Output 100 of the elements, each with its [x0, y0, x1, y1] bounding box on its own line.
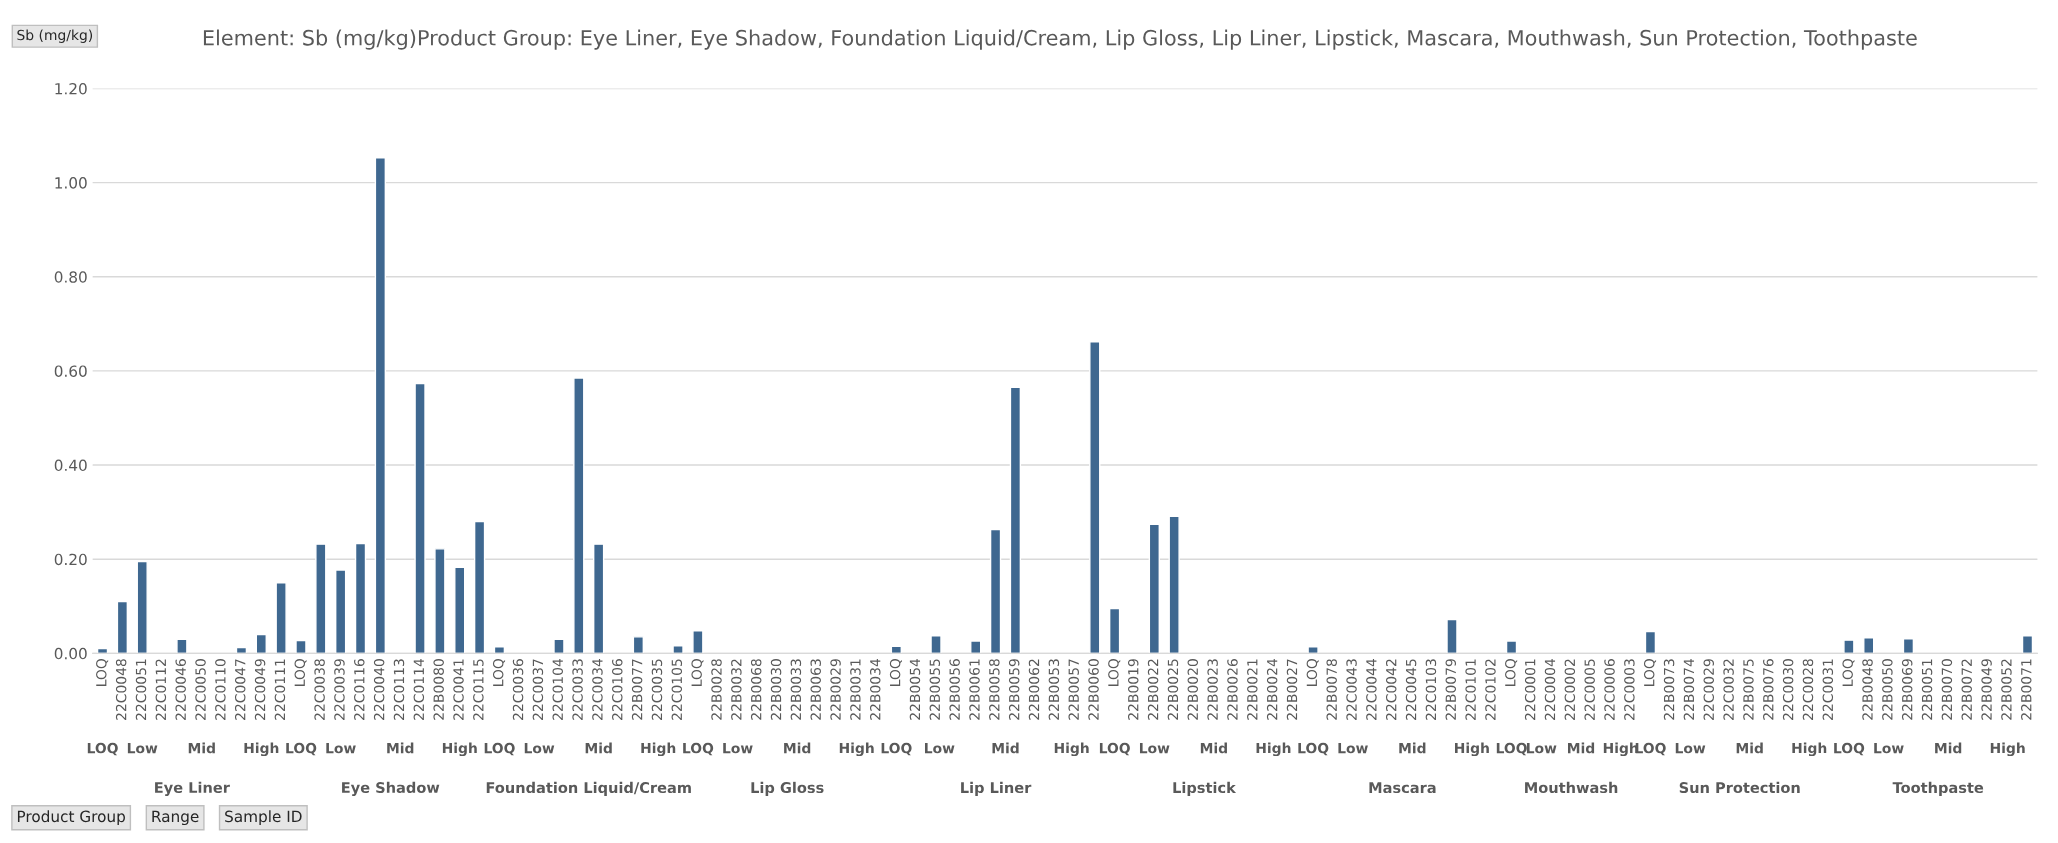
- bar: [553, 638, 565, 654]
- x-tick-label: 22C0046: [175, 659, 186, 720]
- x-tick-label: 22B0048: [1862, 659, 1873, 720]
- text: LOQ: [87, 742, 118, 756]
- bar: [692, 630, 704, 654]
- text: Mid: [1736, 742, 1763, 754]
- text: Low: [326, 743, 356, 754]
- bar: [970, 640, 982, 654]
- bar: [176, 638, 188, 654]
- text: High: [1054, 742, 1089, 757]
- text: Low: [1338, 743, 1368, 754]
- text: Mid: [1200, 742, 1227, 754]
- text: High: [1455, 742, 1489, 757]
- text: High: [641, 742, 676, 757]
- bar: [315, 543, 327, 654]
- bar: [1089, 341, 1101, 654]
- bar: [116, 600, 129, 654]
- x-tick-label: 22B0069: [1901, 659, 1913, 720]
- x-tick-label: 22B0033: [790, 659, 802, 720]
- x-tick-label: 22C0031: [1822, 659, 1834, 720]
- x-tick-label: 22B0061: [969, 659, 980, 720]
- text: High: [244, 742, 279, 757]
- x-tick-label: 22C0112: [155, 659, 167, 720]
- x-tick-label: 22B0071: [2021, 659, 2032, 720]
- text: Lip Gloss: [751, 781, 824, 796]
- text: Eye Liner: [155, 781, 230, 796]
- x-tick-label: 22B0050: [1882, 659, 1893, 720]
- bar: [473, 520, 486, 654]
- x-tick-label: 22B0051: [1921, 659, 1933, 720]
- x-tick-label: LOQ: [294, 658, 307, 686]
- x-tick-label: LOQ: [96, 658, 109, 686]
- y-tick-label: 1.00: [55, 177, 87, 189]
- x-tick-label: 22C0101: [1465, 659, 1476, 720]
- y-tick-label: 1.20: [55, 82, 87, 95]
- text: LOQ: [1635, 742, 1666, 756]
- bar: [434, 548, 446, 654]
- text: Mid: [1568, 742, 1595, 754]
- x-tick-label: 22B0019: [1128, 659, 1139, 720]
- x-tick-label: 22C0036: [512, 659, 524, 720]
- text: Low: [127, 743, 158, 754]
- x-tick-label: 22B0020: [1187, 659, 1199, 720]
- x-tick-label: 22B0056: [949, 659, 960, 720]
- text: LOQ: [286, 742, 317, 756]
- x-tick-label: LOQ: [1505, 658, 1518, 686]
- x-tick-label: 22B0063: [810, 659, 821, 720]
- text: Range: [152, 810, 199, 826]
- x-tick-label: 22B0078: [1326, 659, 1337, 720]
- x-tick-label: 22B0059: [1008, 659, 1020, 720]
- text: High: [1990, 742, 2025, 757]
- x-tick-label: 22C0037: [532, 659, 544, 720]
- y-tick-label: 0.80: [54, 271, 87, 283]
- x-tick-label: 22C0103: [1425, 659, 1437, 720]
- bar: [1505, 640, 1518, 654]
- bar: [1148, 523, 1160, 654]
- text: Toothpaste: [1892, 781, 1984, 796]
- x-tick-label: 22B0075: [1743, 659, 1754, 720]
- bar: [989, 528, 1002, 654]
- text: Mid: [387, 742, 414, 754]
- x-tick-label: 22C0034: [592, 658, 603, 720]
- x-tick-label: 22C0113: [393, 659, 405, 720]
- bar: [354, 542, 367, 654]
- x-tick-label: 22C0050: [195, 659, 206, 720]
- bar: [374, 157, 387, 654]
- bar: [1446, 618, 1458, 654]
- x-tick-label: 22C0039: [334, 659, 345, 720]
- x-tick-label: 22C0110: [215, 659, 226, 720]
- text: Low: [524, 743, 555, 754]
- x-tick-label: 22B0032: [731, 659, 742, 720]
- x-tick-label: 22C0047: [234, 659, 246, 720]
- x-tick-label: 22B0073: [1663, 659, 1675, 720]
- text: LOQ: [484, 742, 515, 756]
- text: High: [1256, 742, 1291, 757]
- bar: [1009, 386, 1022, 654]
- y-tick-label: 0.00: [54, 647, 87, 660]
- x-tick-label: 22B0028: [711, 659, 722, 720]
- bar: [890, 645, 902, 654]
- x-tick-label: 22B0062: [1028, 659, 1040, 720]
- x-tick-label: 22B0072: [1961, 659, 1972, 720]
- chart-title: Element: Sb (mg/kg)Product Group: Eye Liner, Eye Shadow, Foundation Liquid/Cream, Lip Gloss, Lip Liner, Lipstick, Mascara, Mouthwash, Sun Protection, Toothpaste: [203, 29, 1917, 50]
- bar: [1168, 515, 1180, 654]
- text: Sample ID: [225, 810, 302, 826]
- text: Mid: [992, 742, 1019, 754]
- x-tick-label: 22C0044: [1366, 658, 1377, 720]
- x-tick-label: 22C0114: [413, 658, 425, 720]
- x-tick-label: 22B0025: [1167, 659, 1179, 720]
- text: LOQ: [1496, 742, 1527, 756]
- bar: [672, 645, 684, 654]
- x-tick-label: 22C0045: [1405, 659, 1417, 720]
- bar: [1307, 646, 1319, 654]
- y-tick-label: 0.60: [54, 365, 87, 377]
- x-tick-label: 22C0048: [115, 659, 127, 720]
- text: Low: [924, 743, 955, 754]
- x-tick-label: 22C0105: [671, 659, 683, 720]
- x-tick-label: 22B0052: [2001, 659, 2012, 720]
- bar: [1863, 637, 1875, 654]
- x-tick-label: 22B0022: [1147, 659, 1159, 720]
- text: Low: [1675, 743, 1706, 754]
- text: Lipstick: [1173, 781, 1237, 796]
- text: Low: [1874, 743, 1904, 754]
- x-tick-label: LOQ: [492, 658, 506, 686]
